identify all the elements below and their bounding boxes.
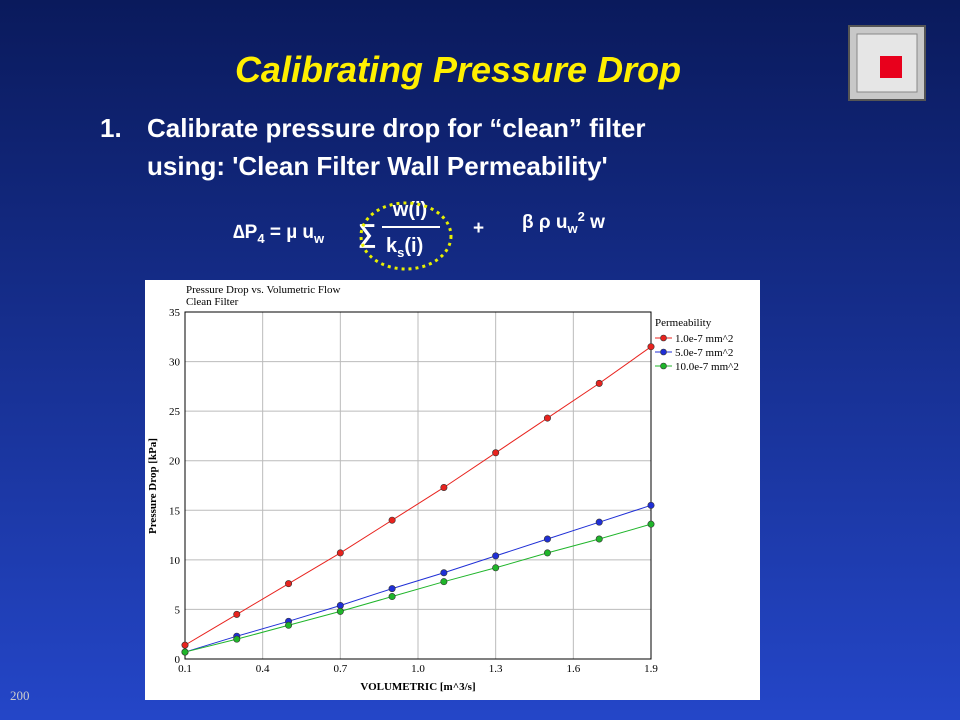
x-tick-label: 1.3 bbox=[489, 663, 503, 675]
data-point bbox=[233, 635, 241, 643]
data-point bbox=[336, 601, 344, 609]
x-tick-label: 1.6 bbox=[566, 663, 580, 675]
series-line bbox=[184, 346, 652, 646]
x-tick-label: 1.9 bbox=[644, 663, 658, 675]
y-tick-label: 20 bbox=[169, 456, 181, 468]
data-point bbox=[647, 520, 655, 528]
data-point bbox=[285, 621, 293, 629]
nav-button[interactable] bbox=[848, 25, 926, 101]
legend-marker bbox=[660, 362, 667, 370]
data-point bbox=[388, 516, 396, 524]
data-point bbox=[543, 414, 551, 422]
data-point bbox=[595, 518, 603, 526]
data-point bbox=[647, 343, 655, 351]
chart: Pressure Drop vs. Volumetric Flow Clean … bbox=[145, 280, 760, 700]
data-point bbox=[181, 648, 189, 656]
y-tick-label: 15 bbox=[169, 505, 181, 517]
data-point bbox=[492, 552, 500, 560]
formula-sub: w bbox=[313, 231, 325, 246]
x-tick-label: 0.4 bbox=[256, 663, 270, 675]
data-point bbox=[181, 641, 189, 649]
y-tick-label: 10 bbox=[169, 555, 181, 567]
formula: ∆P4 = µ uw ∑ w(i) ks(i) + β ρ uw2 w bbox=[233, 199, 605, 271]
formula-plus: + bbox=[473, 218, 484, 239]
y-tick-label: 35 bbox=[169, 307, 181, 319]
formula-sub: s bbox=[397, 245, 404, 260]
y-tick-label: 5 bbox=[175, 604, 181, 616]
formula-lhs: ∆P4 = µ uw bbox=[233, 222, 325, 246]
plot-frame bbox=[184, 311, 652, 660]
x-axis-label: VOLUMETRIC [m^3/s] bbox=[360, 681, 475, 693]
formula-denominator: ks(i) bbox=[386, 235, 423, 260]
data-point bbox=[492, 564, 500, 572]
item-line: using: 'Clean Filter Wall Permeability' bbox=[147, 151, 608, 181]
chart-panel bbox=[145, 280, 760, 700]
formula-text: = µ u bbox=[265, 222, 315, 243]
formula-sub: 4 bbox=[257, 231, 265, 246]
data-point bbox=[440, 483, 448, 491]
data-point bbox=[336, 607, 344, 615]
formula-text: w bbox=[585, 212, 605, 233]
data-point bbox=[440, 569, 448, 577]
slide-title: Calibrating Pressure Drop bbox=[235, 49, 681, 90]
formula-sub: w bbox=[567, 221, 579, 236]
chart-subtitle: Clean Filter bbox=[186, 296, 239, 308]
y-tick-label: 25 bbox=[169, 406, 181, 418]
data-point bbox=[388, 585, 396, 593]
formula-text: (i) bbox=[404, 235, 423, 257]
item-number: 1. bbox=[100, 113, 122, 143]
y-axis-label: Pressure Drop [kPa] bbox=[147, 438, 159, 534]
data-point bbox=[595, 379, 603, 387]
data-point bbox=[233, 610, 241, 618]
highlight-ring bbox=[359, 201, 453, 271]
legend-marker bbox=[660, 334, 667, 342]
data-point bbox=[647, 501, 655, 509]
data-point bbox=[492, 449, 500, 457]
data-point bbox=[336, 549, 344, 557]
data-point bbox=[388, 593, 396, 601]
legend-marker bbox=[660, 348, 667, 356]
legend-label: 5.0e-7 mm^2 bbox=[675, 347, 733, 359]
x-tick-label: 0.1 bbox=[178, 663, 192, 675]
page-number: 200 bbox=[10, 688, 30, 703]
y-tick-label: 0 bbox=[175, 654, 181, 666]
chart-title: Pressure Drop vs. Volumetric Flow bbox=[186, 284, 341, 296]
formula-rhs: β ρ uw2 w bbox=[522, 209, 605, 236]
formula-text: ∆P bbox=[233, 222, 258, 243]
formula-text: β ρ u bbox=[522, 212, 568, 233]
data-point bbox=[595, 535, 603, 543]
data-point bbox=[543, 535, 551, 543]
y-tick-label: 30 bbox=[169, 357, 181, 369]
x-tick-label: 0.7 bbox=[333, 663, 347, 675]
item-line: Calibrate pressure drop for “clean” filt… bbox=[147, 113, 645, 143]
data-point bbox=[440, 578, 448, 586]
formula-text: k bbox=[386, 235, 398, 257]
legend-label: 10.0e-7 mm^2 bbox=[675, 361, 739, 373]
legend-label: 1.0e-7 mm^2 bbox=[675, 333, 733, 345]
data-point bbox=[543, 549, 551, 557]
series-line bbox=[184, 523, 652, 653]
formula-sup: 2 bbox=[578, 209, 585, 224]
nav-button-icon[interactable] bbox=[880, 56, 902, 78]
data-point bbox=[285, 580, 293, 588]
x-tick-label: 1.0 bbox=[411, 663, 425, 675]
legend-title: Permeability bbox=[655, 317, 712, 329]
series-line bbox=[184, 504, 652, 653]
